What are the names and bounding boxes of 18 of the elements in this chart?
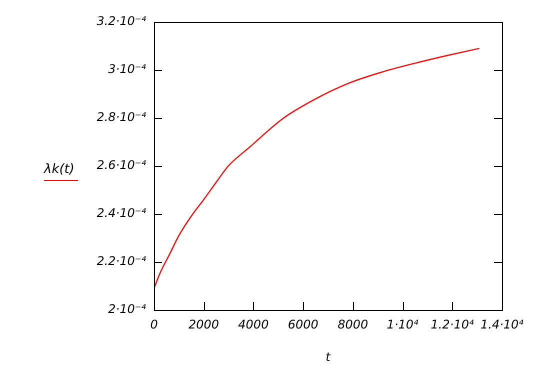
x-axis-title: t	[326, 350, 332, 364]
line-series	[154, 48, 480, 289]
x-tick-label: 0	[150, 317, 158, 332]
x-tick-label: 1.4·10⁴	[480, 317, 524, 332]
x-tick-label: 8000	[338, 317, 368, 332]
y-tick-label: 2.2·10⁻⁴	[96, 254, 146, 268]
x-tick-label: 2000	[188, 317, 220, 332]
y-tick-label: 3.2·10⁻⁴	[96, 14, 146, 28]
x-tick-label: 1·10⁴	[386, 317, 419, 332]
text: λk(t)	[44, 162, 76, 179]
y-tick-label: 2·10⁻⁴	[108, 302, 146, 316]
y-tick-label: 2.6·10⁻⁴	[96, 158, 146, 172]
x-tick-label: 6000	[288, 317, 319, 332]
x-tick-label: 4000	[238, 317, 270, 332]
x-tick-label: 1.2·10⁴	[430, 317, 474, 332]
y-tick-label: 2.4·10⁻⁴	[96, 206, 146, 220]
y-tick-label: 3·10⁻⁴	[108, 62, 146, 76]
y-tick-label: 2.8·10⁻⁴	[96, 110, 146, 124]
